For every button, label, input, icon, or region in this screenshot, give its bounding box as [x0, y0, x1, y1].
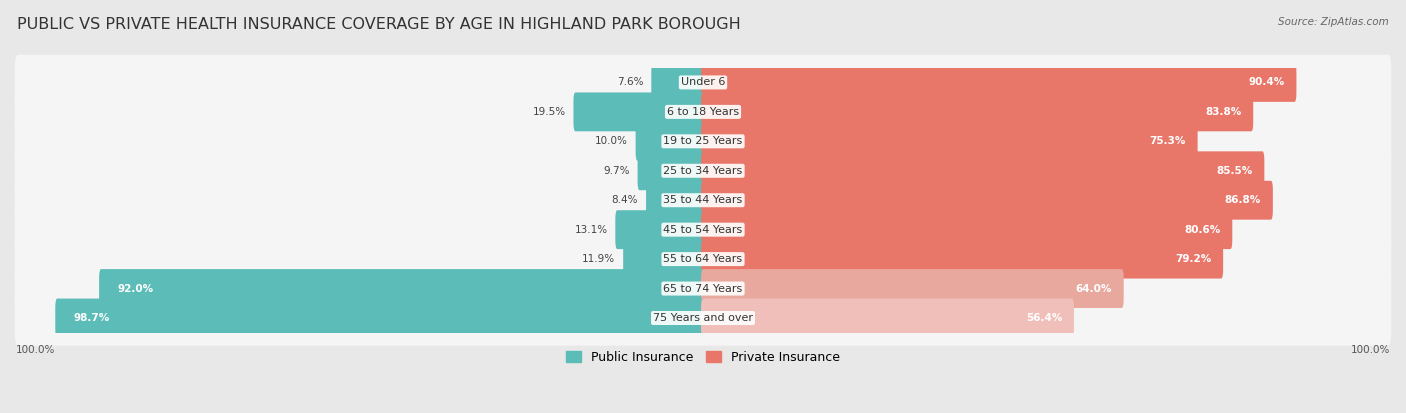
FancyBboxPatch shape — [623, 240, 704, 278]
Text: 65 to 74 Years: 65 to 74 Years — [664, 284, 742, 294]
FancyBboxPatch shape — [702, 63, 1296, 102]
FancyBboxPatch shape — [55, 299, 704, 337]
Text: 7.6%: 7.6% — [617, 78, 644, 88]
Text: PUBLIC VS PRIVATE HEALTH INSURANCE COVERAGE BY AGE IN HIGHLAND PARK BOROUGH: PUBLIC VS PRIVATE HEALTH INSURANCE COVER… — [17, 17, 741, 31]
Text: 55 to 64 Years: 55 to 64 Years — [664, 254, 742, 264]
FancyBboxPatch shape — [702, 269, 1123, 308]
Text: 85.5%: 85.5% — [1216, 166, 1253, 176]
Text: 45 to 54 Years: 45 to 54 Years — [664, 225, 742, 235]
FancyBboxPatch shape — [637, 151, 704, 190]
Text: 98.7%: 98.7% — [73, 313, 110, 323]
FancyBboxPatch shape — [14, 55, 1392, 110]
FancyBboxPatch shape — [616, 210, 704, 249]
Text: 100.0%: 100.0% — [1351, 345, 1391, 355]
FancyBboxPatch shape — [702, 151, 1264, 190]
FancyBboxPatch shape — [14, 114, 1392, 169]
Text: Source: ZipAtlas.com: Source: ZipAtlas.com — [1278, 17, 1389, 26]
FancyBboxPatch shape — [14, 261, 1392, 316]
Text: 8.4%: 8.4% — [612, 195, 638, 205]
Text: 83.8%: 83.8% — [1205, 107, 1241, 117]
FancyBboxPatch shape — [702, 210, 1232, 249]
Text: 19.5%: 19.5% — [533, 107, 565, 117]
FancyBboxPatch shape — [14, 290, 1392, 346]
Text: 79.2%: 79.2% — [1175, 254, 1212, 264]
FancyBboxPatch shape — [14, 173, 1392, 228]
Text: 35 to 44 Years: 35 to 44 Years — [664, 195, 742, 205]
FancyBboxPatch shape — [574, 93, 704, 131]
FancyBboxPatch shape — [636, 122, 704, 161]
FancyBboxPatch shape — [702, 181, 1272, 220]
Text: Under 6: Under 6 — [681, 78, 725, 88]
FancyBboxPatch shape — [100, 269, 704, 308]
FancyBboxPatch shape — [702, 299, 1074, 337]
Text: 11.9%: 11.9% — [582, 254, 616, 264]
FancyBboxPatch shape — [647, 181, 704, 220]
FancyBboxPatch shape — [702, 240, 1223, 278]
Text: 10.0%: 10.0% — [595, 136, 627, 146]
Legend: Public Insurance, Private Insurance: Public Insurance, Private Insurance — [561, 346, 845, 369]
Text: 19 to 25 Years: 19 to 25 Years — [664, 136, 742, 146]
FancyBboxPatch shape — [651, 63, 704, 102]
Text: 13.1%: 13.1% — [575, 225, 607, 235]
Text: 9.7%: 9.7% — [603, 166, 630, 176]
FancyBboxPatch shape — [14, 231, 1392, 287]
Text: 100.0%: 100.0% — [15, 345, 55, 355]
Text: 56.4%: 56.4% — [1026, 313, 1062, 323]
FancyBboxPatch shape — [14, 143, 1392, 199]
Text: 75.3%: 75.3% — [1150, 136, 1185, 146]
FancyBboxPatch shape — [14, 84, 1392, 140]
Text: 86.8%: 86.8% — [1225, 195, 1261, 205]
Text: 80.6%: 80.6% — [1184, 225, 1220, 235]
Text: 25 to 34 Years: 25 to 34 Years — [664, 166, 742, 176]
Text: 6 to 18 Years: 6 to 18 Years — [666, 107, 740, 117]
FancyBboxPatch shape — [14, 202, 1392, 257]
FancyBboxPatch shape — [702, 93, 1253, 131]
FancyBboxPatch shape — [702, 122, 1198, 161]
Text: 75 Years and over: 75 Years and over — [652, 313, 754, 323]
Text: 92.0%: 92.0% — [118, 284, 153, 294]
Text: 64.0%: 64.0% — [1076, 284, 1112, 294]
Text: 90.4%: 90.4% — [1249, 78, 1285, 88]
